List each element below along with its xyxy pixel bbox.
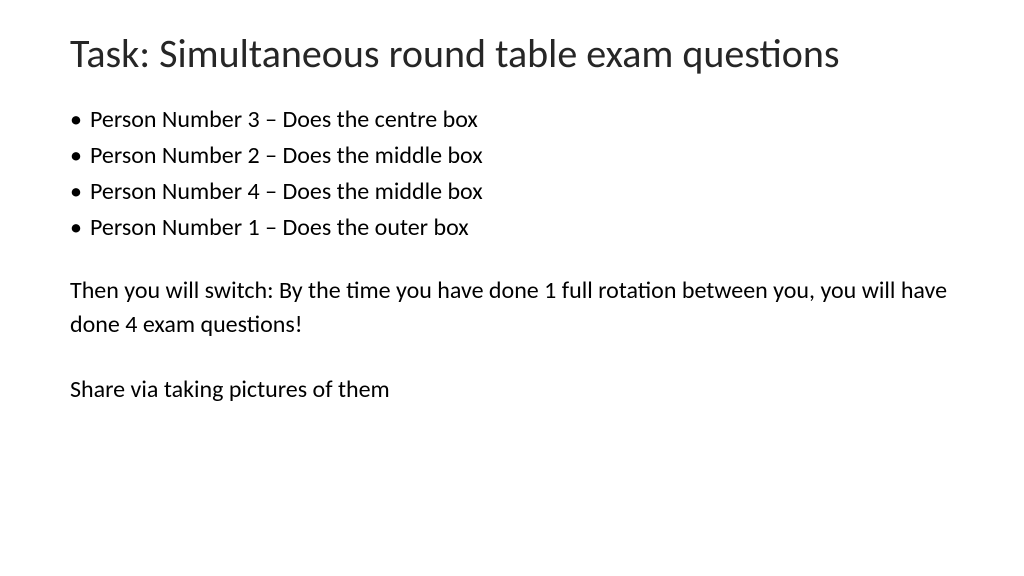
list-item: Person Number 2 – Does the middle box bbox=[70, 138, 964, 174]
list-item: Person Number 4 – Does the middle box bbox=[70, 174, 964, 210]
paragraph-switch: Then you will switch: By the time you ha… bbox=[70, 274, 964, 341]
bullet-list: Person Number 3 – Does the centre box Pe… bbox=[70, 102, 964, 246]
slide-title: Task: Simultaneous round table exam ques… bbox=[70, 30, 964, 78]
list-item: Person Number 1 – Does the outer box bbox=[70, 210, 964, 246]
paragraph-share: Share via taking pictures of them bbox=[70, 373, 964, 407]
list-item: Person Number 3 – Does the centre box bbox=[70, 102, 964, 138]
